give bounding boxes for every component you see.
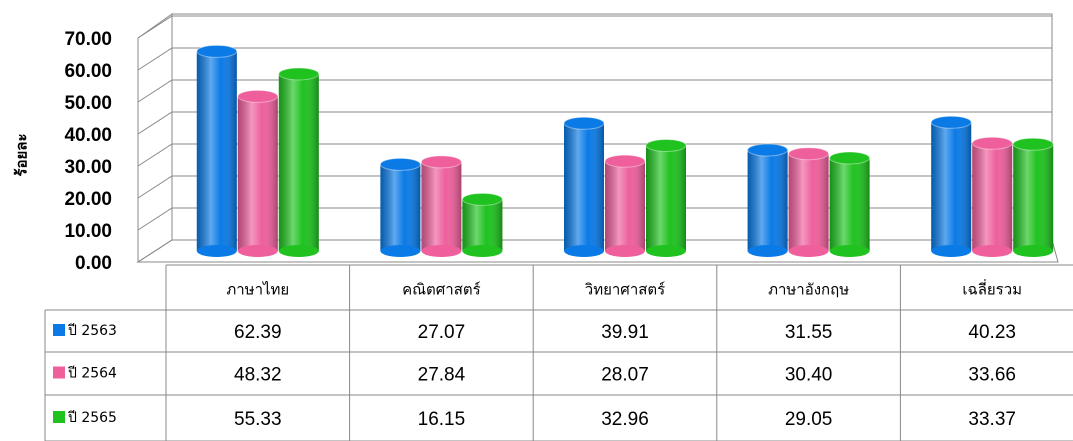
grid-line [137, 47, 1052, 71]
bar-top [971, 136, 1013, 150]
bar-top [930, 115, 972, 129]
bar-base [605, 245, 645, 257]
legend-swatch [53, 411, 65, 423]
x-tick-label: คณิตศาสตร์ [402, 281, 481, 299]
bar-shine [972, 143, 1013, 251]
bar-top [237, 89, 279, 103]
table-value: 27.07 [418, 322, 466, 343]
bar-shine [462, 199, 503, 251]
bar-top [829, 151, 871, 165]
grid-line [137, 79, 1052, 103]
bar-base [237, 245, 278, 257]
y-tick-label: 10.00 [64, 221, 112, 242]
legend-swatch [53, 366, 65, 379]
y-tick-label: 70.00 [64, 29, 112, 50]
x-tick-label: ภาษาไทย [226, 281, 289, 299]
legend-label: ปี 2565 [68, 410, 117, 426]
bar-top [420, 155, 462, 169]
y-tick-label: 20.00 [64, 189, 112, 210]
table-value: 33.66 [968, 365, 1016, 386]
bar-top [563, 116, 605, 130]
bar-base [462, 245, 503, 257]
bar-shine [278, 73, 319, 251]
bar-shine [788, 153, 829, 251]
table-value: 40.23 [968, 322, 1016, 343]
bar-shine [605, 161, 645, 251]
y-tick-label: 0.00 [75, 253, 112, 274]
bar-shine [829, 158, 870, 251]
y-tick-label: 60.00 [64, 61, 112, 82]
legend-swatch [53, 324, 65, 336]
table-value: 29.05 [785, 409, 833, 430]
table-value: 31.55 [785, 322, 833, 343]
bar-base [564, 245, 604, 257]
x-tick-label: วิทยาศาสตร์ [584, 281, 665, 299]
bar-shine [421, 161, 462, 251]
legend-label: ปี 2564 [68, 366, 118, 382]
table-value: 55.33 [234, 409, 282, 430]
table-value: 30.40 [785, 365, 833, 386]
bar-shine [646, 145, 686, 251]
y-axis-label: ร้อยละ [13, 133, 31, 176]
bar-shine [1013, 144, 1054, 251]
legend-label: ปี 2563 [68, 323, 117, 339]
bar-base [747, 245, 788, 257]
bar-top [747, 143, 789, 157]
bar-top [278, 67, 320, 81]
bar-base [196, 245, 237, 257]
bar-shine [747, 150, 788, 251]
table-value: 27.84 [418, 365, 466, 386]
bar-shine [564, 123, 604, 251]
table-value: 62.39 [234, 322, 282, 343]
bar-top [645, 139, 687, 153]
table-value: 33.37 [968, 409, 1016, 430]
bar-top [196, 44, 238, 58]
bar-shine [380, 164, 421, 251]
bar-base [646, 245, 686, 257]
grid-line [137, 15, 1052, 39]
bar-top [379, 157, 421, 171]
bar-base [278, 245, 319, 257]
bar-shine [931, 122, 972, 251]
x-tick-label: เฉลี่ยรวม [962, 279, 1022, 299]
bar-top [461, 192, 503, 206]
grid-line [137, 111, 1052, 135]
table-value: 32.96 [601, 409, 649, 430]
y-tick-label: 40.00 [64, 125, 112, 146]
y-tick-label: 30.00 [64, 157, 112, 178]
bar-top [1012, 137, 1054, 151]
x-tick-label: ภาษาอังกฤษ [768, 281, 849, 299]
table-value: 16.15 [418, 409, 466, 430]
bar-base [380, 245, 421, 257]
bar-base [972, 245, 1013, 257]
bar-base [788, 245, 829, 257]
table-value: 39.91 [601, 322, 649, 343]
bar-base [421, 245, 462, 257]
bar-top [604, 154, 646, 168]
bar-base [931, 245, 972, 257]
bar-shine [196, 51, 237, 251]
grid-line [137, 143, 1052, 167]
table-value: 28.07 [601, 365, 649, 386]
y-tick-label: 50.00 [64, 93, 112, 114]
bar-shine [237, 96, 278, 251]
table-value: 48.32 [234, 365, 282, 386]
bar-top [788, 147, 830, 161]
bar-base [1013, 245, 1054, 257]
bar-base [829, 245, 870, 257]
